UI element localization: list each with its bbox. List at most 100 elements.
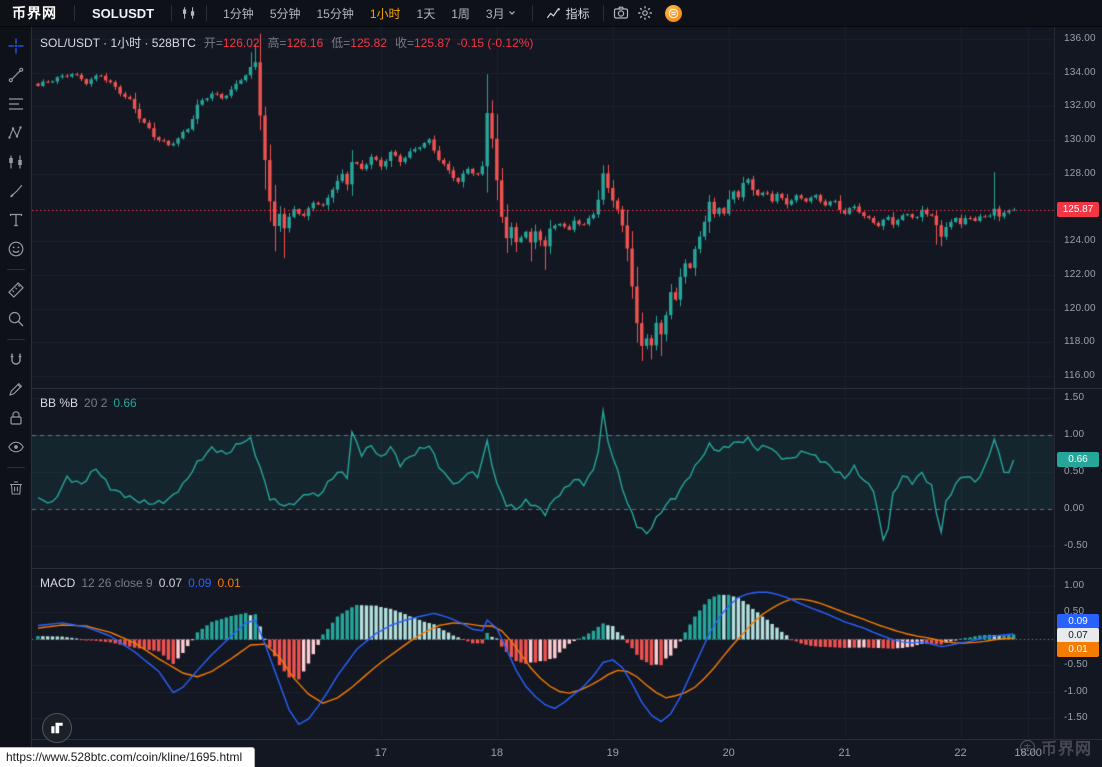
trend-line-icon[interactable]	[4, 63, 28, 87]
divider	[206, 5, 208, 21]
macd-legend-params: 12 26 close 9	[81, 576, 153, 590]
divider	[74, 5, 75, 21]
crosshair-icon[interactable]	[4, 34, 28, 58]
watermark-text: 币界网	[1040, 741, 1092, 758]
time-axis[interactable]: 17 18 19 20 21 22 18:00	[32, 739, 1102, 767]
indicators-button[interactable]: 指标	[538, 3, 598, 24]
bb-legend-title: BB %B	[40, 396, 79, 410]
zoom-icon[interactable]	[4, 307, 28, 331]
drawing-toolbar	[0, 27, 32, 767]
tradingview-logo[interactable]	[42, 713, 72, 743]
price-change: -0.15 (-0.12%)	[456, 36, 534, 50]
site-logo[interactable]: 币界网	[12, 5, 57, 21]
lock-icon[interactable]	[4, 406, 28, 430]
indicators-icon	[546, 6, 561, 21]
emoji-icon[interactable]	[4, 237, 28, 261]
macd-hist-badge: 0.07	[1057, 628, 1099, 644]
pane-separator[interactable]	[32, 388, 1102, 389]
time-tick-label: 20	[722, 747, 735, 759]
timeframe-button-1小时[interactable]: 1小时	[369, 6, 401, 21]
macd-line-value: 0.09	[188, 576, 212, 590]
magnet-icon[interactable]	[4, 348, 28, 372]
settings-gear-icon[interactable]	[633, 2, 657, 24]
chart-type-candles-icon[interactable]	[177, 2, 201, 24]
timeframe-button-15分钟[interactable]: 15分钟	[316, 6, 354, 21]
watermark-coin-icon	[1019, 739, 1036, 756]
axis-tick-label: 132.00	[1064, 100, 1096, 112]
time-tick-label: 17	[374, 747, 388, 759]
divider	[531, 5, 533, 21]
xabcd-pattern-icon[interactable]	[4, 121, 28, 145]
axis-tick-label: 0.50	[1064, 465, 1085, 477]
user-avatar[interactable]	[664, 4, 682, 22]
screenshot-camera-icon[interactable]	[609, 2, 633, 24]
measure-icon[interactable]	[4, 278, 28, 302]
main-legend-title: SOL/USDT · 1小时 · 528BTC	[40, 36, 196, 50]
symbol-label[interactable]: SOLUSDT	[92, 5, 155, 21]
time-tick-label: 18:00	[1014, 747, 1042, 759]
axis-tick-label: 1.50	[1064, 391, 1085, 403]
eye-icon[interactable]	[4, 435, 28, 459]
macd-pane-canvas[interactable]	[32, 569, 1054, 738]
timeframe-button-5分钟[interactable]: 5分钟	[269, 6, 301, 21]
axis-tick-label: -1.00	[1064, 685, 1088, 697]
macd-signal-badge: 0.01	[1057, 642, 1099, 658]
timeframe-button-1分钟[interactable]: 1分钟	[223, 6, 254, 21]
time-tick-label: 19	[606, 747, 619, 759]
text-icon[interactable]	[4, 208, 28, 232]
pane-separator[interactable]	[32, 568, 1102, 569]
axis-tick-label: 122.00	[1064, 268, 1096, 280]
bb-legend[interactable]: BB %B 20 2 0.66	[40, 396, 137, 410]
axis-tick-label: -0.50	[1064, 659, 1088, 671]
site-watermark: 币界网	[1019, 735, 1092, 759]
axis-tick-label: 1.00	[1064, 579, 1085, 591]
top-toolbar: 币界网 SOLUSDT 1分钟 5分钟 15分钟 1小时 1天 1周 3月 指标	[0, 0, 1102, 27]
indicators-label: 指标	[565, 6, 590, 21]
axis-tick-label: 130.00	[1064, 134, 1096, 146]
ohlc-close: 收=125.87	[394, 36, 451, 50]
last-price-badge: 125.87	[1057, 201, 1099, 217]
tradingview-logo-icon	[51, 722, 63, 734]
price-axis[interactable]: 125.87 136.00 134.00 132.00 130.00 128.00 124…	[1054, 27, 1102, 388]
bb-axis[interactable]: 0.66 1.50 1.00 0.50 0.00 -0.50	[1054, 389, 1102, 568]
bb-value-badge: 0.66	[1057, 452, 1099, 467]
main-legend[interactable]: SOL/USDT · 1小时 · 528BTC 开=126.02 高=126.1…	[40, 34, 533, 51]
timeframe-button-3月[interactable]: 3月	[479, 2, 523, 25]
ohlc-low: 低=125.82	[331, 36, 387, 50]
macd-legend-title: MACD	[40, 576, 76, 590]
toolbar-separator	[6, 339, 25, 340]
axis-tick-label: 0.00	[1064, 502, 1085, 514]
time-tick-label: 22	[954, 747, 967, 759]
axis-tick-label: 120.00	[1064, 302, 1096, 314]
axis-tick-label: -0.50	[1064, 539, 1088, 551]
edit-icon[interactable]	[4, 377, 28, 401]
bb-percent-b-pane-canvas[interactable]	[32, 389, 1054, 568]
brush-icon[interactable]	[4, 179, 28, 203]
ohlc-high: 高=126.16	[267, 36, 324, 50]
status-bar-url: https://www.528btc.com/coin/kline/1695.h…	[0, 747, 256, 767]
toolbar-separator	[6, 467, 25, 468]
chart-area: SOL/USDT · 1小时 · 528BTC 开=126.02 高=126.1…	[32, 27, 1102, 767]
bars-pattern-icon[interactable]	[4, 150, 28, 174]
macd-signal-value: 0.01	[217, 576, 241, 590]
timeframe-button-1周[interactable]: 1周	[451, 6, 470, 21]
axis-tick-label: 128.00	[1064, 167, 1096, 179]
ohlc-open: 开=126.02	[203, 36, 260, 50]
macd-axis[interactable]: 0.09 0.07 0.01 1.000.500.00-0.50-1.00-1.…	[1054, 569, 1102, 738]
trash-icon[interactable]	[4, 476, 28, 500]
toolbar-separator	[6, 269, 25, 270]
bb-legend-value: 0.66	[113, 396, 137, 410]
timeframe-button-1天[interactable]: 1天	[416, 6, 436, 21]
axis-tick-label: 1.00	[1064, 428, 1085, 440]
time-tick-label: 21	[838, 747, 851, 759]
timeframe-group: 1分钟 5分钟 15分钟 1小时 1天 1周 3月	[216, 2, 522, 25]
macd-line-badge: 0.09	[1057, 614, 1099, 630]
bb-legend-params: 20 2	[84, 396, 108, 410]
divider	[171, 5, 173, 21]
macd-legend[interactable]: MACD 12 26 close 9 0.07 0.09 0.01	[40, 576, 241, 590]
axis-tick-label: 116.00	[1064, 370, 1096, 382]
fib-retracement-icon[interactable]	[4, 92, 28, 116]
axis-tick-label: 124.00	[1064, 235, 1096, 247]
price-pane-canvas[interactable]	[32, 27, 1054, 388]
